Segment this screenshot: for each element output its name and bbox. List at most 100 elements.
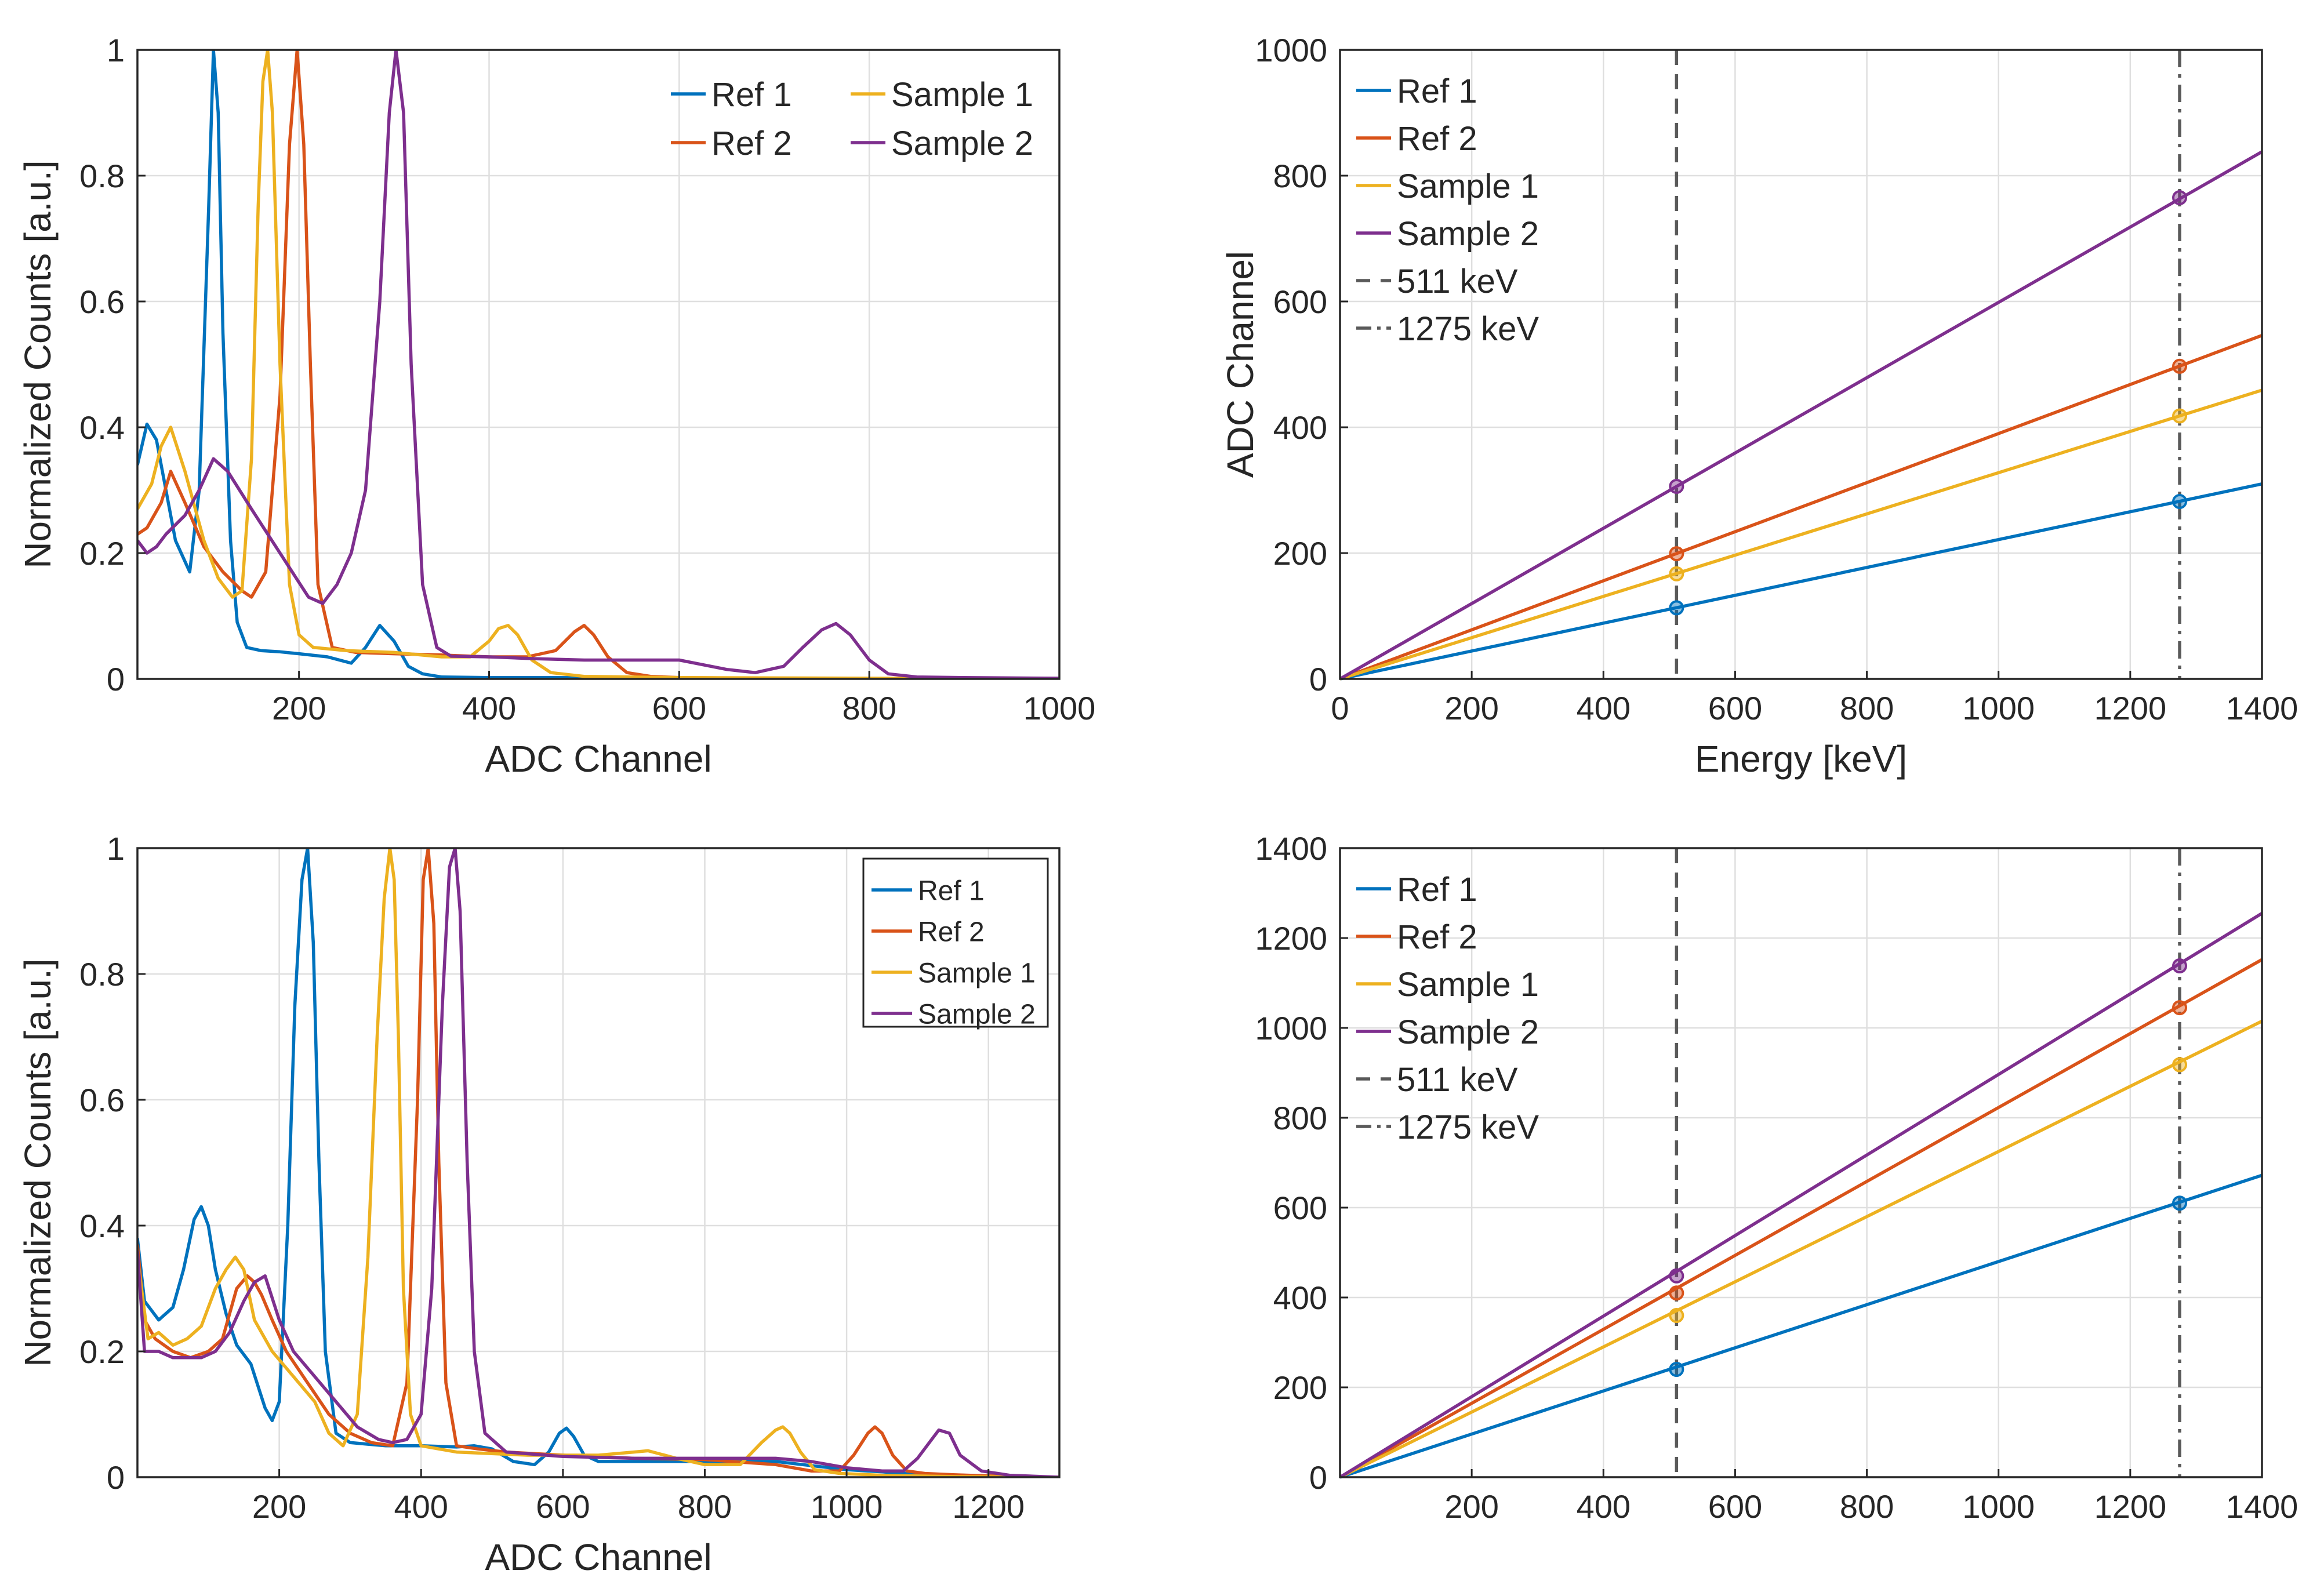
legend-label-511-kev: 511 keV xyxy=(1397,1061,1518,1099)
y-tick-label: 1400 xyxy=(1255,830,1327,867)
y-tick-label: 0.2 xyxy=(79,535,125,572)
series-line-sample-1 xyxy=(137,50,1059,679)
legend-label-ref-1: Ref 1 xyxy=(1397,871,1477,908)
data-point-ref-1 xyxy=(2172,1195,2188,1211)
plot-area xyxy=(1340,50,2262,679)
y-tick-label: 800 xyxy=(1273,158,1327,194)
x-tick-label: 1200 xyxy=(2094,690,2167,726)
y-axis-label: Normalized Counts [a.u.] xyxy=(17,958,59,1366)
fit-line-sample-1 xyxy=(1339,1019,2263,1479)
y-tick-label: 0.6 xyxy=(79,283,125,320)
x-tick-label: 600 xyxy=(536,1488,590,1525)
y-tick-label: 0.8 xyxy=(79,158,125,194)
y-axis-label: Normalized Counts [a.u.] xyxy=(17,160,59,568)
legend-box xyxy=(862,857,1049,1028)
y-tick-label: 200 xyxy=(1273,535,1327,572)
y-tick-label: 0.4 xyxy=(79,1208,125,1244)
x-tick-label: 200 xyxy=(272,690,326,726)
y-tick-label: 0 xyxy=(107,661,125,697)
axes-box xyxy=(136,49,1061,680)
data-point-sample-1 xyxy=(1669,1308,1684,1323)
legend-label-511-kev: 511 keV xyxy=(1397,263,1518,300)
legend-label-sample-1: Sample 1 xyxy=(1397,966,1539,1004)
x-tick-label: 1000 xyxy=(1962,690,2035,726)
series-line-sample-1 xyxy=(137,848,1059,1477)
series-line-ref-1 xyxy=(137,50,1059,679)
x-tick-label: 1000 xyxy=(1023,690,1096,726)
series-line-sample-2 xyxy=(137,50,1059,679)
y-axis-label: ADC Channel xyxy=(1219,251,1261,478)
y-tick-label: 800 xyxy=(1273,1100,1327,1136)
fit-line-ref-2 xyxy=(1339,958,2263,1479)
legend: Ref 1 Ref 2 Sample 1 Sample 2 xyxy=(671,76,1033,162)
x-tick-label: 800 xyxy=(1840,690,1894,726)
y-tick-label: 0.6 xyxy=(79,1082,125,1118)
x-tick-label: 800 xyxy=(678,1488,732,1525)
x-tick-label: 200 xyxy=(1444,690,1498,726)
legend-label-ref-2: Ref 2 xyxy=(1397,120,1477,158)
legend-label-ref-2: Ref 2 xyxy=(1397,918,1477,956)
y-tick-label: 1 xyxy=(107,830,125,867)
x-tick-label: 600 xyxy=(652,690,706,726)
y-tick-label: 0.4 xyxy=(79,409,125,446)
legend-label-sample-2: Sample 2 xyxy=(918,999,1036,1030)
x-axis-label: ADC Channel xyxy=(485,738,711,780)
panel-calibration-bottom: 200 400 600 800 1000 1200 1400 0 200 400 600 800 100… xyxy=(1255,830,2298,1525)
legend: Ref 1 Ref 2 Sample 1 Sample 2 511 keV 1275 ke… xyxy=(1356,871,1539,1146)
legend: Ref 1 Ref 2 Sample 1 Sample 2 511 keV 1275 ke… xyxy=(1356,72,1539,348)
y-tick-label: 1200 xyxy=(1255,920,1327,957)
y-tick-label: 0 xyxy=(1309,661,1327,697)
x-tick-label: 400 xyxy=(394,1488,448,1525)
legend-label-sample-2: Sample 2 xyxy=(891,125,1033,162)
legend-label-ref-1: Ref 1 xyxy=(711,76,792,114)
legend-label-ref-1: Ref 1 xyxy=(1397,72,1477,110)
axes-box xyxy=(1339,49,2263,680)
panel-spectrum-bottom: 200 400 600 800 1000 1200 0 0.2 0.4 0.6 0.8 1 ADC Ch… xyxy=(17,830,1061,1578)
fit-line-ref-1 xyxy=(1339,1173,2263,1479)
data-point-ref-2 xyxy=(2172,1000,2188,1016)
x-tick-label: 200 xyxy=(252,1488,306,1525)
axes-box xyxy=(1339,847,2263,1478)
y-tick-label: 0.2 xyxy=(79,1333,125,1370)
legend-label-ref-1: Ref 1 xyxy=(918,875,985,906)
y-tick-label: 0 xyxy=(107,1459,125,1496)
y-tick-label: 0 xyxy=(1309,1459,1327,1496)
data-point-sample-1 xyxy=(2172,408,2188,424)
x-tick-label: 1000 xyxy=(1962,1488,2035,1525)
legend-label-ref-2: Ref 2 xyxy=(711,125,792,162)
plot-area xyxy=(137,50,1059,679)
series-line-sample-2 xyxy=(137,848,1059,1477)
data-point-sample-2 xyxy=(2172,958,2188,974)
data-point-sample-2 xyxy=(1669,478,1684,494)
data-point-sample-1 xyxy=(2172,1057,2188,1073)
data-point-sample-2 xyxy=(1669,1268,1684,1284)
fit-line-ref-1 xyxy=(1339,482,2263,681)
y-tick-label: 1 xyxy=(107,32,125,68)
fit-line-sample-1 xyxy=(1339,388,2263,681)
y-tick-label: 1000 xyxy=(1255,32,1327,68)
x-tick-label: 400 xyxy=(1577,690,1631,726)
data-point-ref-2 xyxy=(2172,358,2188,374)
x-tick-label: 0 xyxy=(1331,690,1349,726)
panel-calibration-top: 0 200 400 600 800 1000 1200 1400 0 200 400 600 800 10… xyxy=(1219,32,2298,780)
legend-label-1275-kev: 1275 keV xyxy=(1397,310,1539,348)
y-tick-label: 400 xyxy=(1273,1280,1327,1316)
x-tick-label: 1000 xyxy=(811,1488,883,1525)
x-axis-label: Energy [keV] xyxy=(1695,738,1907,780)
panel-spectrum-top: 200 400 600 800 1000 0 0.2 0.4 0.6 0.8 1 ADC Channe… xyxy=(17,32,1095,780)
x-tick-label: 600 xyxy=(1708,690,1762,726)
plot-area xyxy=(1340,848,2262,1477)
legend-label-sample-2: Sample 2 xyxy=(1397,1013,1539,1051)
x-tick-label: 1200 xyxy=(952,1488,1025,1525)
y-tick-label: 1000 xyxy=(1255,1010,1327,1046)
data-point-ref-1 xyxy=(2172,494,2188,510)
data-point-ref-1 xyxy=(1669,1362,1684,1377)
x-tick-label: 1400 xyxy=(2226,1488,2298,1525)
y-tick-label: 200 xyxy=(1273,1369,1327,1406)
x-tick-label: 600 xyxy=(1708,1488,1762,1525)
x-tick-label: 400 xyxy=(1577,1488,1631,1525)
legend-label-sample-2: Sample 2 xyxy=(1397,215,1539,253)
series-line-ref-1 xyxy=(137,848,1059,1477)
y-tick-label: 0.8 xyxy=(79,956,125,993)
